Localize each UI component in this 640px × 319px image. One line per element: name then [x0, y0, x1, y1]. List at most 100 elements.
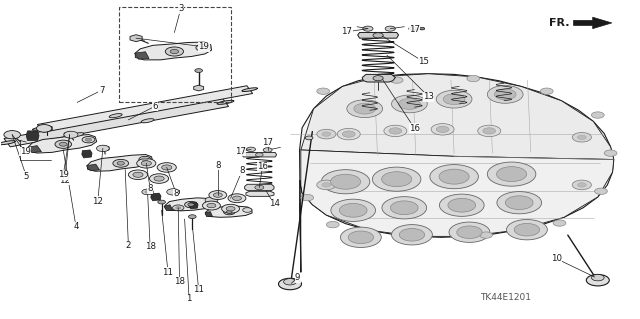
Circle shape — [440, 194, 484, 216]
Circle shape — [209, 191, 227, 199]
Circle shape — [448, 198, 476, 212]
Circle shape — [467, 75, 479, 82]
Circle shape — [113, 160, 129, 167]
Circle shape — [390, 201, 418, 215]
Text: 9: 9 — [295, 273, 300, 282]
Text: 19: 19 — [198, 42, 209, 51]
Circle shape — [477, 125, 500, 137]
Polygon shape — [151, 193, 161, 201]
Circle shape — [184, 201, 197, 208]
Circle shape — [572, 132, 591, 142]
Polygon shape — [246, 191, 274, 196]
Polygon shape — [41, 125, 52, 131]
Circle shape — [139, 156, 151, 162]
Circle shape — [403, 233, 416, 240]
Circle shape — [213, 193, 222, 197]
Circle shape — [342, 131, 355, 137]
Circle shape — [202, 201, 220, 210]
Circle shape — [436, 126, 449, 132]
Circle shape — [195, 69, 202, 72]
Text: 2: 2 — [125, 241, 131, 250]
Circle shape — [221, 204, 239, 213]
Ellipse shape — [217, 100, 234, 104]
Polygon shape — [573, 17, 612, 29]
Ellipse shape — [242, 88, 257, 92]
Text: 12: 12 — [59, 176, 70, 185]
Polygon shape — [170, 189, 179, 195]
Circle shape — [591, 274, 604, 281]
Circle shape — [207, 203, 216, 208]
Circle shape — [553, 220, 566, 226]
Circle shape — [409, 27, 417, 31]
Circle shape — [348, 231, 374, 244]
Circle shape — [150, 174, 169, 183]
Polygon shape — [301, 74, 614, 160]
Text: FR.: FR. — [548, 18, 569, 28]
Circle shape — [175, 206, 180, 209]
Circle shape — [64, 131, 78, 138]
Circle shape — [439, 169, 469, 184]
Circle shape — [385, 26, 396, 31]
Polygon shape — [28, 135, 97, 153]
Polygon shape — [130, 35, 142, 42]
Circle shape — [117, 161, 124, 165]
Text: 11: 11 — [163, 268, 173, 277]
Circle shape — [487, 85, 523, 103]
Circle shape — [420, 27, 425, 30]
Polygon shape — [164, 205, 173, 211]
Circle shape — [137, 159, 156, 168]
Circle shape — [595, 188, 607, 195]
Circle shape — [347, 100, 383, 118]
Circle shape — [223, 209, 235, 215]
Circle shape — [170, 49, 179, 54]
Circle shape — [255, 185, 264, 190]
Circle shape — [82, 137, 95, 143]
Ellipse shape — [0, 141, 15, 145]
Circle shape — [399, 99, 420, 109]
Circle shape — [142, 158, 148, 161]
Circle shape — [157, 163, 176, 172]
Circle shape — [232, 196, 241, 200]
Circle shape — [301, 195, 314, 201]
Polygon shape — [358, 33, 399, 38]
Circle shape — [487, 162, 536, 186]
Circle shape — [479, 232, 492, 238]
Circle shape — [390, 77, 403, 83]
Text: 16: 16 — [409, 124, 420, 133]
Polygon shape — [362, 74, 396, 82]
Circle shape — [97, 145, 109, 152]
Polygon shape — [64, 131, 75, 138]
Circle shape — [372, 167, 421, 191]
Ellipse shape — [109, 114, 122, 118]
Circle shape — [162, 165, 172, 170]
Polygon shape — [82, 150, 92, 158]
Text: 14: 14 — [269, 199, 280, 208]
Circle shape — [326, 221, 339, 228]
Polygon shape — [205, 211, 212, 217]
Circle shape — [457, 226, 482, 239]
Circle shape — [321, 170, 370, 194]
Text: 3: 3 — [178, 4, 184, 13]
Text: 19: 19 — [20, 147, 30, 156]
Circle shape — [36, 124, 52, 132]
Text: TK44E1201: TK44E1201 — [480, 293, 531, 302]
Circle shape — [494, 89, 516, 100]
Circle shape — [196, 44, 210, 51]
Text: 18: 18 — [145, 242, 156, 251]
Text: 17: 17 — [341, 27, 353, 36]
Circle shape — [85, 138, 92, 141]
Circle shape — [497, 192, 541, 214]
Circle shape — [506, 219, 547, 240]
Polygon shape — [87, 154, 152, 171]
Text: 8: 8 — [147, 184, 153, 193]
Circle shape — [514, 223, 540, 236]
Circle shape — [200, 46, 207, 49]
Polygon shape — [242, 152, 276, 157]
Text: 8: 8 — [173, 189, 179, 198]
Circle shape — [381, 172, 412, 187]
Polygon shape — [300, 150, 614, 272]
Circle shape — [278, 278, 301, 290]
Circle shape — [399, 228, 424, 241]
Text: 6: 6 — [152, 102, 158, 111]
Text: 19: 19 — [58, 170, 68, 179]
